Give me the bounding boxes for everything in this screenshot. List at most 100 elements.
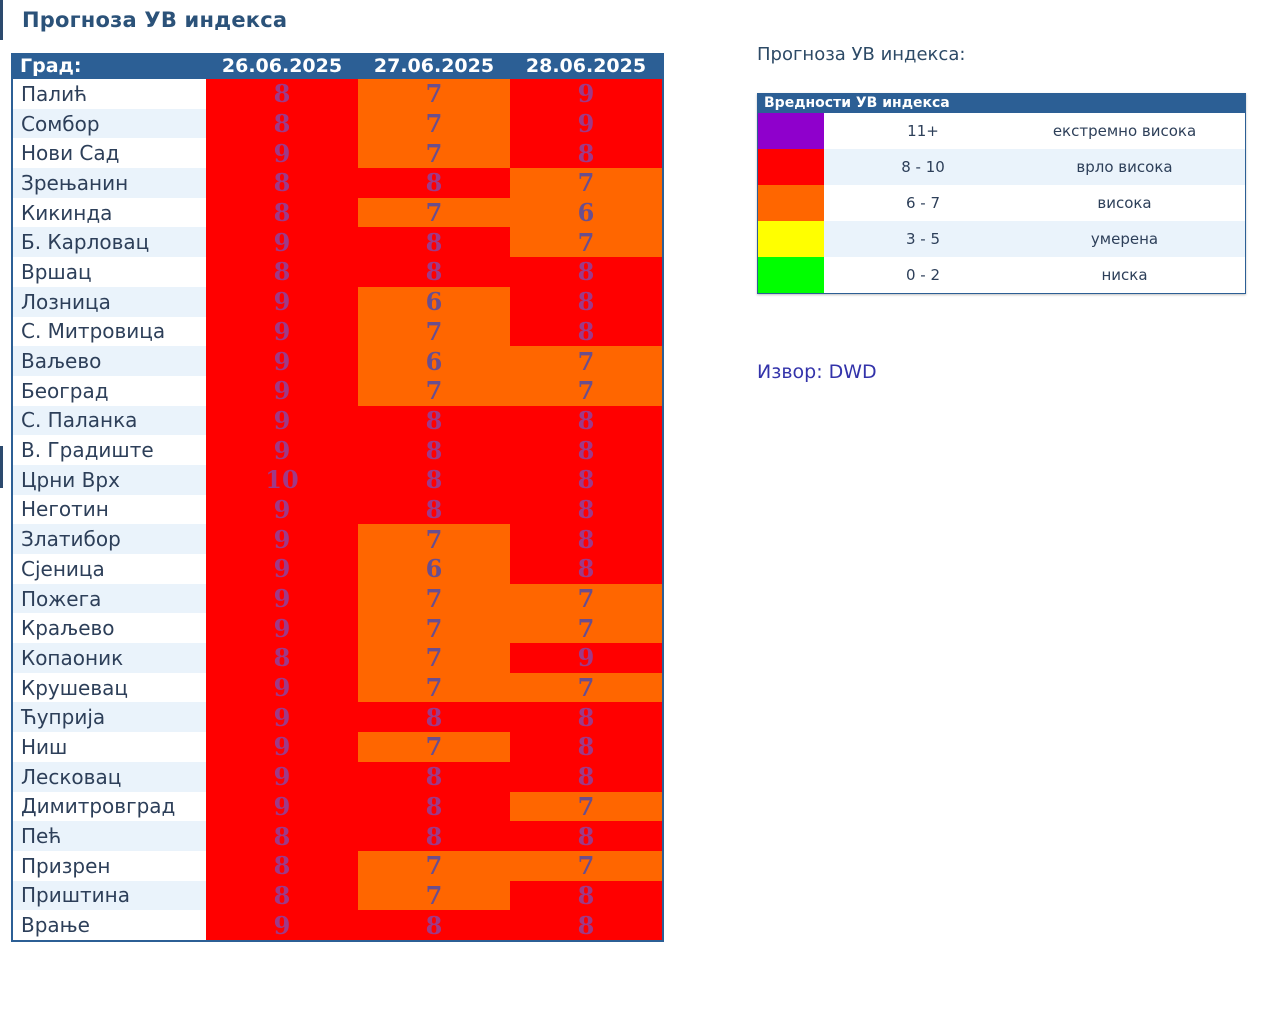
- uv-value: 8: [273, 198, 291, 228]
- legend-color-swatch: [757, 257, 824, 294]
- table-row: Београд 9 7 7: [12, 375, 663, 406]
- uv-value-cell: 8: [510, 702, 663, 733]
- table-row: Пећ 8 8 8: [12, 821, 663, 851]
- table-row: Сомбор 8 7 9: [12, 108, 663, 139]
- uv-value: 8: [273, 880, 291, 910]
- legend-body: 11+ екстремно висока 8 - 10 врло висока 6 - …: [757, 113, 1246, 294]
- uv-value: 8: [425, 702, 443, 732]
- uv-value: 8: [577, 524, 595, 554]
- uv-value: 7: [577, 613, 595, 643]
- uv-value-cell: 8: [206, 108, 358, 139]
- uv-value: 8: [577, 762, 595, 792]
- uv-value-cell: 7: [358, 613, 510, 644]
- uv-value: 7: [425, 109, 443, 139]
- uv-value: 8: [425, 405, 443, 435]
- uv-value-cell: 8: [206, 643, 358, 673]
- legend-row: 0 - 2 ниска: [757, 257, 1246, 294]
- uv-value-cell: 9: [206, 672, 358, 703]
- legend-row: 3 - 5 умерена: [757, 221, 1246, 257]
- uv-value: 8: [577, 465, 595, 495]
- table-body: Палић 8 7 9 Сомбор 8 7 9 Нови Сад 9 7 8 Зрењанин 8 8 7 К…: [12, 79, 663, 941]
- city-column-header: Град:: [12, 53, 206, 79]
- uv-value: 9: [273, 762, 291, 792]
- table-row: Зрењанин 8 8 7: [12, 168, 663, 198]
- uv-value-cell: 8: [510, 732, 663, 762]
- city-name: Пожега: [12, 583, 206, 614]
- legend-row: 6 - 7 висока: [757, 185, 1246, 221]
- city-name: Димитровград: [12, 791, 206, 822]
- uv-value: 8: [577, 702, 595, 732]
- city-name: Призрен: [12, 850, 206, 881]
- uv-value: 7: [577, 673, 595, 703]
- legend-color-swatch: [757, 221, 824, 257]
- uv-value: 8: [425, 791, 443, 821]
- uv-value: 8: [273, 851, 291, 881]
- city-name: Ваљево: [12, 346, 206, 376]
- uv-value-cell: 7: [358, 108, 510, 139]
- uv-value: 8: [273, 168, 291, 198]
- city-name: Крушевац: [12, 672, 206, 703]
- uv-value-cell: 7: [510, 227, 663, 258]
- uv-value-cell: 9: [206, 910, 358, 941]
- city-name: Пећ: [12, 821, 206, 851]
- uv-value-cell: 7: [358, 197, 510, 228]
- uv-value-cell: 6: [358, 346, 510, 376]
- uv-value-cell: 8: [510, 405, 663, 436]
- uv-value: 7: [425, 376, 443, 406]
- uv-value-cell: 8: [510, 464, 663, 495]
- legend-range: 3 - 5: [824, 221, 1022, 257]
- legend-color-swatch: [757, 113, 824, 149]
- uv-value: 9: [577, 643, 595, 673]
- city-name: С. Паланка: [12, 405, 206, 436]
- table-row: Приштина 8 7 8: [12, 880, 663, 911]
- uv-value-cell: 8: [510, 524, 663, 554]
- city-name: Неготин: [12, 494, 206, 525]
- uv-value: 8: [425, 910, 443, 940]
- uv-value: 8: [425, 227, 443, 257]
- left-accent-bar: [0, 446, 3, 488]
- uv-value-cell: 9: [206, 761, 358, 792]
- legend-color-swatch: [757, 149, 824, 185]
- uv-value: 7: [577, 168, 595, 198]
- uv-value: 8: [425, 762, 443, 792]
- uv-value: 7: [425, 643, 443, 673]
- uv-value-cell: 6: [510, 197, 663, 228]
- uv-value-cell: 8: [510, 554, 663, 584]
- uv-value: 8: [577, 821, 595, 851]
- uv-value: 9: [273, 613, 291, 643]
- uv-forecast-table: Град: 26.06.2025 27.06.2025 28.06.2025 П…: [11, 53, 664, 942]
- uv-value: 8: [577, 316, 595, 346]
- uv-value: 7: [425, 880, 443, 910]
- table-row: Црни Врх 10 8 8: [12, 464, 663, 495]
- uv-value: 9: [273, 287, 291, 317]
- uv-value: 8: [425, 494, 443, 524]
- uv-value: 6: [425, 554, 443, 584]
- uv-value: 8: [273, 821, 291, 851]
- table-header-row: Град: 26.06.2025 27.06.2025 28.06.2025: [12, 53, 663, 79]
- table-row: Копаоник 8 7 9: [12, 643, 663, 673]
- uv-value-cell: 7: [510, 613, 663, 644]
- uv-value: 8: [273, 257, 291, 287]
- city-name: Ћуприја: [12, 702, 206, 733]
- uv-value-cell: 8: [358, 702, 510, 733]
- legend-label: ниска: [1101, 266, 1148, 284]
- uv-value: 9: [273, 316, 291, 346]
- uv-value-cell: 9: [206, 227, 358, 258]
- table-row: Лесковац 9 8 8: [12, 761, 663, 792]
- legend-heading: Прогноза УВ индекса:: [757, 44, 966, 65]
- table-row: Неготин 9 8 8: [12, 494, 663, 525]
- table-row: С. Митровица 9 7 8: [12, 316, 663, 347]
- uv-value: 9: [273, 435, 291, 465]
- uv-value-cell: 8: [510, 910, 663, 941]
- uv-value-cell: 8: [206, 168, 358, 198]
- city-name: Врање: [12, 910, 206, 941]
- uv-value-cell: 7: [510, 850, 663, 881]
- uv-value: 7: [425, 613, 443, 643]
- uv-value-cell: 6: [358, 286, 510, 317]
- uv-value: 6: [577, 198, 595, 228]
- city-name: Сјеница: [12, 554, 206, 584]
- uv-value: 7: [577, 791, 595, 821]
- uv-value: 8: [577, 287, 595, 317]
- table-row: Крушевац 9 7 7: [12, 672, 663, 703]
- table-row: Пожега 9 7 7: [12, 583, 663, 614]
